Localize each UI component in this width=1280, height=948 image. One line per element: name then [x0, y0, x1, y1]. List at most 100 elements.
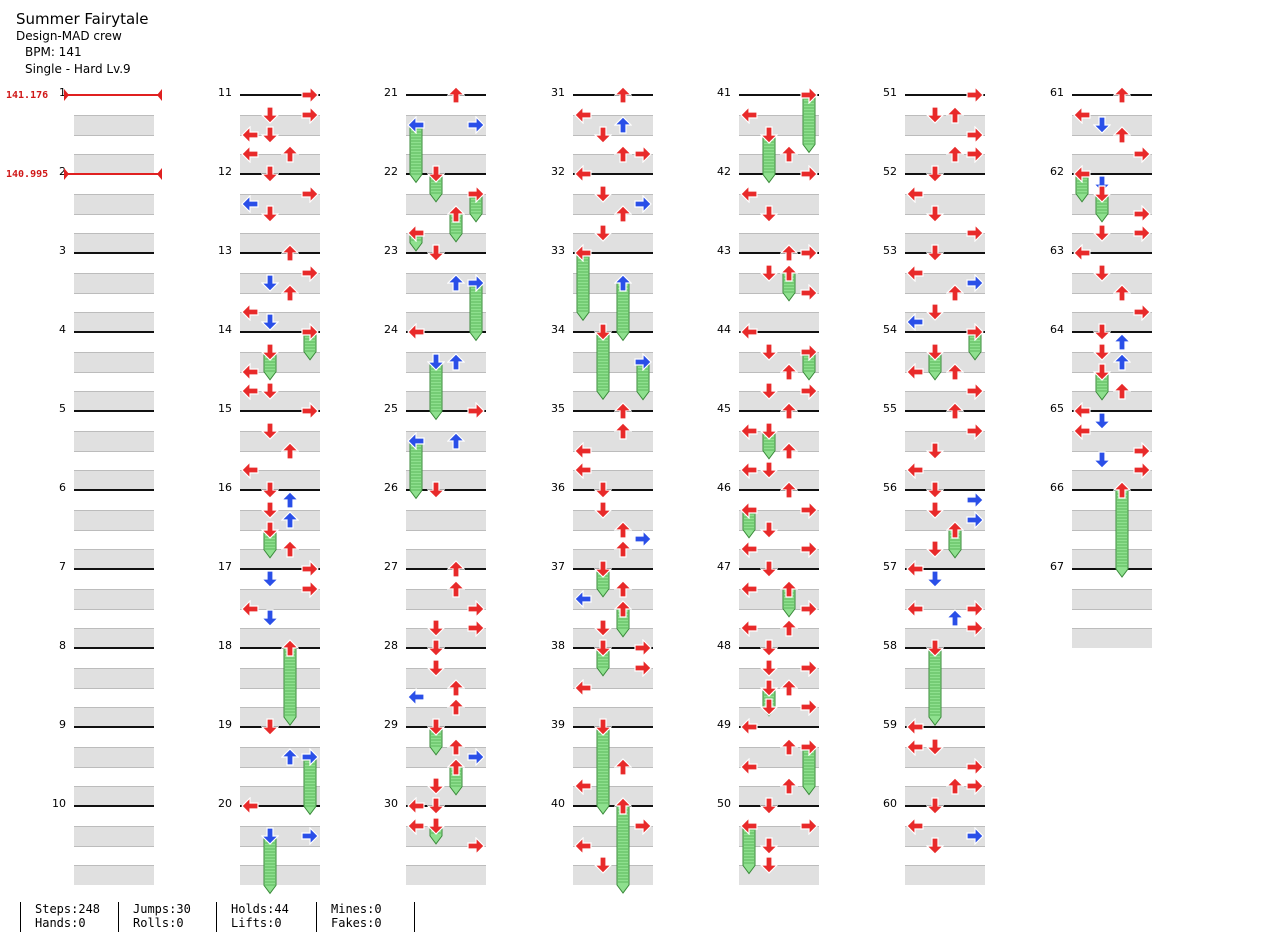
arrow-up-icon — [447, 431, 465, 450]
arrow-up-icon — [780, 579, 798, 598]
arrow-down-icon — [926, 441, 944, 460]
beat-line — [74, 391, 154, 393]
measure-number: 11 — [218, 86, 232, 99]
measure-line — [739, 331, 819, 333]
arrow-right-icon — [467, 115, 485, 134]
arrow-down-icon — [261, 609, 279, 628]
arrow-right-icon — [301, 826, 319, 845]
beat-line — [74, 687, 154, 689]
arrow-up-icon — [447, 579, 465, 598]
arrow-down-icon — [760, 343, 778, 361]
beat-line — [406, 272, 486, 274]
arrow-right-icon — [800, 816, 818, 835]
measure-number: 18 — [218, 639, 232, 652]
arrow-up-icon — [614, 797, 632, 815]
arrow-down-icon — [427, 353, 445, 371]
arrow-up-icon — [780, 737, 798, 756]
arrow-down-icon — [594, 619, 612, 638]
beat-line — [905, 351, 985, 353]
beat-band — [905, 470, 985, 491]
arrow-down-icon — [760, 204, 778, 223]
beat-band — [905, 825, 985, 846]
measure-line — [905, 726, 985, 728]
arrow-left-icon — [906, 362, 924, 381]
hold-note — [1115, 490, 1129, 578]
beat-line — [1072, 233, 1152, 235]
arrow-down-icon — [1093, 362, 1111, 381]
measure-number: 13 — [218, 244, 232, 257]
measure-number: 51 — [883, 86, 897, 99]
measure-column — [406, 94, 486, 886]
beat-line — [406, 154, 486, 156]
hold-note — [802, 95, 816, 154]
arrow-right-icon — [800, 737, 818, 756]
measure-line — [573, 252, 653, 254]
hold-note — [616, 806, 630, 894]
measure-line — [1072, 94, 1152, 96]
measure-number: 38 — [551, 639, 565, 652]
beat-line — [1072, 154, 1152, 156]
measure-number: 63 — [1050, 244, 1064, 257]
arrow-left-icon — [740, 500, 758, 519]
beat-band — [739, 588, 819, 609]
beat-line — [905, 430, 985, 432]
beat-band — [573, 549, 653, 570]
arrow-left-icon — [906, 313, 924, 332]
measure-column — [573, 94, 653, 886]
arrow-down-icon — [427, 165, 445, 183]
beat-band — [573, 509, 653, 530]
arrow-right-icon — [966, 490, 984, 509]
stats-group: Mines:0 Fakes:0 — [316, 902, 413, 932]
arrow-right-icon — [634, 352, 652, 371]
arrow-down-icon — [261, 274, 279, 292]
beat-line — [573, 272, 653, 274]
beat-line — [74, 134, 154, 136]
beat-line — [240, 529, 320, 531]
hold-note — [576, 253, 590, 322]
beat-line — [573, 529, 653, 531]
measure-number: 26 — [384, 481, 398, 494]
beat-band — [905, 312, 985, 333]
arrow-left-icon — [740, 323, 758, 341]
beat-band — [739, 470, 819, 491]
beat-line — [240, 430, 320, 432]
arrow-left-icon — [906, 461, 924, 480]
beat-band — [573, 628, 653, 649]
beat-line — [573, 391, 653, 393]
arrow-up-icon — [281, 441, 299, 460]
measure-line — [406, 173, 486, 175]
beat-line — [406, 845, 486, 847]
beat-line — [905, 588, 985, 590]
arrow-left-icon — [574, 589, 592, 608]
beat-band — [74, 746, 154, 767]
beat-band — [240, 154, 320, 175]
beat-line — [739, 845, 819, 847]
arrow-down-icon — [1093, 343, 1111, 361]
beat-band — [573, 786, 653, 807]
beat-line — [905, 667, 985, 669]
beat-band — [739, 233, 819, 254]
arrow-up-icon — [281, 491, 299, 509]
arrow-down-icon — [760, 461, 778, 480]
measure-number: 42 — [717, 165, 731, 178]
arrow-up-icon — [281, 244, 299, 262]
beat-line — [406, 114, 486, 116]
beat-line — [240, 687, 320, 689]
arrow-up-icon — [946, 362, 964, 381]
beat-line — [739, 351, 819, 353]
beat-band — [406, 193, 486, 214]
beat-band — [74, 667, 154, 688]
measure-number: 28 — [384, 639, 398, 652]
arrow-down-icon — [427, 481, 445, 499]
arrow-right-icon — [301, 323, 319, 341]
measure-number: 47 — [717, 560, 731, 573]
beat-line — [573, 667, 653, 669]
arrow-down-icon — [594, 125, 612, 144]
beat-band — [573, 193, 653, 214]
beat-line — [74, 845, 154, 847]
beat-band — [406, 628, 486, 649]
arrow-down-icon — [594, 639, 612, 657]
measure-line — [905, 331, 985, 333]
hold-note — [596, 332, 610, 401]
arrow-left-icon — [241, 797, 259, 815]
